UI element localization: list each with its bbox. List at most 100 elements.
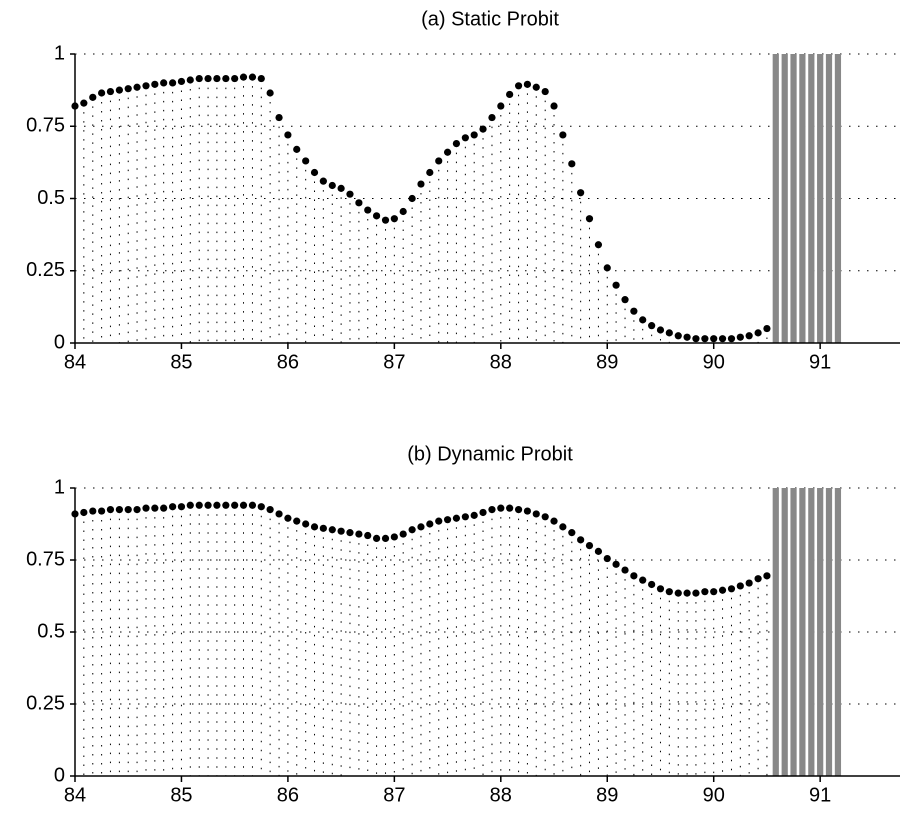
point [479, 125, 487, 133]
point [98, 507, 106, 515]
point [310, 168, 319, 177]
point [151, 504, 159, 512]
x-tick-label: 90 [703, 351, 725, 373]
point [248, 73, 257, 81]
point [568, 529, 576, 537]
point [248, 501, 257, 509]
point [603, 264, 611, 272]
point [736, 333, 744, 341]
point [461, 134, 469, 142]
point [106, 506, 115, 514]
point [594, 241, 603, 249]
point [692, 335, 700, 343]
point [195, 501, 203, 509]
point [532, 83, 540, 91]
point [408, 194, 416, 203]
point [195, 74, 203, 83]
point [142, 82, 150, 90]
point [550, 517, 558, 525]
x-tick-label: 86 [277, 351, 299, 373]
y-tick-label: 0 [54, 331, 65, 353]
point [80, 508, 88, 517]
point [470, 131, 478, 139]
point [754, 575, 762, 583]
point [559, 131, 567, 139]
point [426, 520, 434, 528]
point [284, 514, 292, 522]
point [204, 501, 212, 509]
point [763, 324, 771, 333]
shade-bar [834, 54, 842, 343]
point [497, 102, 505, 110]
point [506, 90, 514, 99]
point [488, 113, 496, 122]
point [506, 504, 514, 512]
point [568, 160, 576, 168]
point [204, 74, 212, 83]
point [355, 199, 363, 207]
shade-bar [808, 54, 815, 343]
point [133, 506, 141, 514]
point [674, 589, 682, 597]
shade-bar [790, 488, 797, 776]
point [532, 510, 540, 518]
point [124, 506, 132, 514]
x-tick-label: 90 [703, 784, 725, 806]
point [319, 177, 327, 185]
point [435, 517, 443, 525]
point [754, 329, 762, 337]
point [674, 332, 682, 340]
point [736, 582, 744, 590]
point [106, 87, 115, 96]
point [763, 572, 771, 580]
point [718, 335, 727, 343]
y-tick-label: 0.5 [37, 187, 65, 209]
point [585, 215, 594, 223]
point [124, 85, 132, 93]
point [648, 580, 656, 589]
shade-bar [825, 488, 833, 776]
point [115, 506, 123, 514]
point [310, 523, 319, 531]
point [222, 501, 230, 509]
y-tick-label: 0.25 [26, 692, 65, 714]
point [266, 89, 274, 97]
point [302, 157, 310, 165]
point [621, 296, 629, 304]
point [435, 157, 443, 165]
y-tick-label: 0.5 [37, 620, 65, 642]
point [594, 547, 603, 555]
shade-bar [799, 54, 806, 343]
point [115, 86, 123, 94]
point [381, 534, 390, 543]
shade-bar [817, 488, 824, 776]
point [656, 585, 665, 593]
x-tick-label: 87 [383, 351, 405, 373]
point [479, 508, 487, 517]
point [186, 76, 194, 84]
point [302, 520, 310, 528]
x-tick-label: 86 [277, 784, 299, 806]
point [461, 513, 469, 521]
point [514, 506, 523, 514]
point [639, 576, 647, 584]
point [89, 507, 97, 515]
point [319, 524, 327, 532]
shade-bar [817, 54, 824, 343]
point [603, 554, 611, 563]
point [550, 102, 558, 110]
point [142, 504, 150, 512]
point [213, 501, 221, 509]
x-tick-label: 91 [809, 784, 831, 806]
y-tick-label: 1 [54, 476, 65, 498]
point [417, 523, 425, 531]
shade-bar [834, 488, 842, 776]
point [630, 307, 638, 315]
y-tick-label: 1 [54, 42, 65, 64]
point [399, 530, 407, 538]
point [293, 517, 301, 525]
point [408, 526, 416, 534]
shade-bar [808, 488, 815, 776]
point [390, 533, 398, 541]
